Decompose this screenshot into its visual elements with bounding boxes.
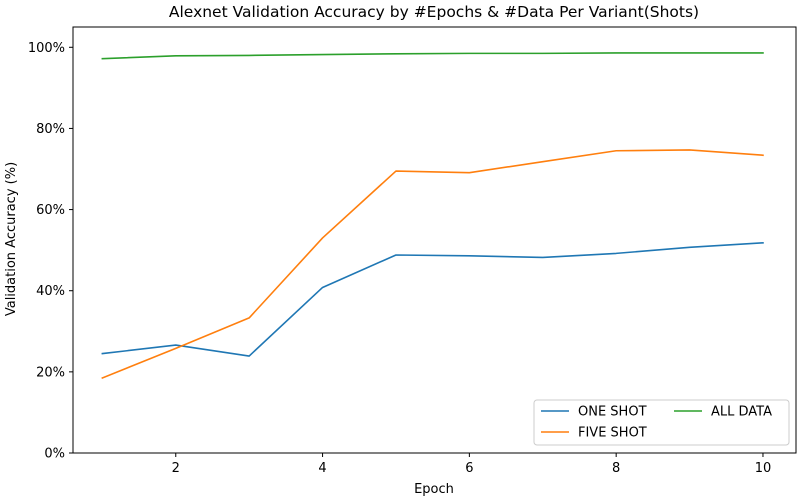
x-tick-label: 8 [612, 461, 620, 476]
y-tick-label: 60% [36, 203, 65, 218]
x-tick-label: 6 [465, 461, 473, 476]
y-tick-label: 80% [36, 122, 65, 137]
legend-label: ONE SHOT [578, 405, 647, 420]
x-tick-label: 4 [318, 461, 326, 476]
y-tick-label: 0% [44, 447, 65, 462]
x-axis: 2 4 6 8 10 [172, 453, 772, 476]
y-axis: 0% 20% 40% 60% 80% 100% [28, 41, 73, 462]
y-tick-label: 100% [28, 41, 65, 56]
plot-area [101, 52, 764, 379]
series-line-all-data [101, 52, 764, 60]
y-tick-label: 20% [36, 365, 65, 380]
x-tick-label: 2 [172, 461, 180, 476]
series-line-one-shot [101, 241, 764, 357]
plot-frame [72, 26, 797, 454]
x-axis-label: Epoch [414, 482, 454, 497]
legend-label: FIVE SHOT [578, 426, 647, 441]
y-axis-label: Validation Accuracy (%) [4, 162, 19, 316]
legend-label: ALL DATA [711, 405, 772, 420]
x-tick-label: 10 [755, 461, 772, 476]
legend-box [533, 399, 790, 446]
legend: ONE SHOT FIVE SHOT ALL DATA [533, 399, 790, 446]
series-line-five-shot [101, 149, 764, 379]
chart-title: Alexnet Validation Accuracy by #Epochs &… [169, 3, 699, 21]
y-tick-label: 40% [36, 284, 65, 299]
